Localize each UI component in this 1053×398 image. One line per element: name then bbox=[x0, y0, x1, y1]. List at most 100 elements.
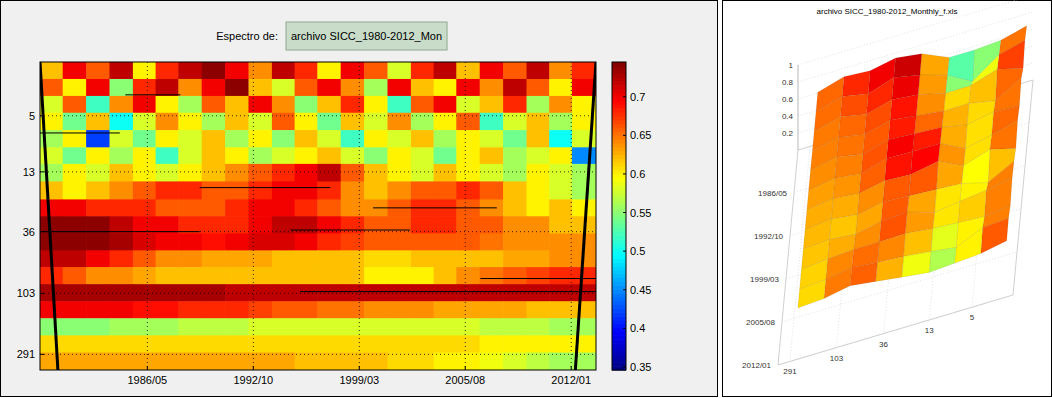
heat-cell bbox=[110, 352, 134, 370]
heat-cell bbox=[110, 199, 134, 216]
heat-cell bbox=[317, 164, 341, 182]
x-tick bbox=[253, 366, 254, 370]
heat-cell bbox=[503, 216, 527, 234]
heat-cell bbox=[225, 181, 249, 200]
colorbar-swatch bbox=[612, 85, 626, 89]
x-grid-line bbox=[778, 295, 1013, 365]
heat-cell bbox=[317, 267, 341, 285]
heat-cell bbox=[503, 250, 527, 267]
heat-cell bbox=[272, 335, 295, 353]
heat-cell bbox=[63, 164, 87, 182]
heat-cell bbox=[434, 335, 457, 353]
heat-cell bbox=[434, 113, 457, 131]
colorbar-tick bbox=[623, 135, 626, 136]
heat-cell bbox=[202, 267, 226, 285]
x-tick-label: 1986/05 bbox=[127, 374, 167, 386]
heat-cell bbox=[249, 318, 273, 336]
heat-cell bbox=[411, 62, 434, 80]
heat-cell bbox=[317, 130, 341, 148]
heat-cell bbox=[110, 301, 134, 319]
heat-cell bbox=[341, 199, 365, 216]
colorbar-swatch bbox=[612, 251, 626, 255]
heat-cell bbox=[388, 181, 412, 200]
heat-cell bbox=[272, 199, 295, 216]
y-tick-label: 291 bbox=[783, 367, 797, 376]
heat-cell bbox=[133, 301, 156, 319]
surface-title: archivo SICC_1980-2012_Monthly_f.xls bbox=[817, 7, 958, 16]
heat-cell bbox=[295, 62, 318, 80]
grid-line bbox=[571, 62, 572, 370]
surface-patch bbox=[837, 135, 865, 157]
heat-cell bbox=[503, 96, 527, 113]
heat-cell bbox=[272, 130, 295, 148]
surface-patch bbox=[798, 280, 826, 309]
heat-cell bbox=[503, 147, 527, 164]
colorbar-swatch bbox=[612, 170, 626, 174]
colorbar-tick-label: 0.7 bbox=[630, 91, 645, 103]
heat-cell bbox=[572, 181, 596, 200]
figure: Espectro de:archivo SICC_1980-2012_Mon19… bbox=[0, 0, 1053, 398]
heat-cell bbox=[86, 199, 110, 216]
heat-cell bbox=[364, 147, 388, 164]
heat-cell bbox=[503, 335, 527, 353]
heat-cell bbox=[411, 318, 434, 336]
colorbar-swatch bbox=[612, 162, 626, 166]
heat-cell bbox=[156, 164, 179, 182]
heat-cell bbox=[456, 233, 480, 251]
heat-cell bbox=[178, 113, 202, 131]
grid-line bbox=[359, 62, 360, 370]
heat-cell bbox=[503, 267, 527, 285]
heat-cell bbox=[527, 301, 550, 319]
heat-cell bbox=[272, 164, 295, 182]
grid-line bbox=[40, 115, 596, 116]
heat-cell bbox=[63, 113, 87, 131]
cone-of-influence bbox=[40, 62, 58, 370]
x-tick bbox=[465, 366, 466, 370]
heat-cell bbox=[549, 79, 572, 97]
surface-patch bbox=[997, 40, 1025, 69]
colorbar-swatch bbox=[612, 255, 626, 259]
heat-cell bbox=[202, 79, 226, 97]
ridge bbox=[290, 230, 410, 231]
colorbar-swatch bbox=[612, 147, 626, 151]
heat-cell bbox=[434, 96, 457, 113]
heat-cell bbox=[411, 164, 434, 182]
colorbar-swatch bbox=[612, 305, 626, 309]
grid-line bbox=[465, 62, 466, 370]
heat-cell bbox=[272, 147, 295, 164]
colorbar-tick-label: 0.55 bbox=[630, 207, 651, 219]
colorbar-swatch bbox=[612, 127, 626, 131]
heat-cell bbox=[456, 96, 480, 113]
heat-cell bbox=[364, 301, 388, 319]
heat-cell bbox=[295, 284, 318, 302]
heat-cell bbox=[388, 284, 412, 302]
surface-patch bbox=[931, 223, 958, 252]
colorbar-swatch bbox=[612, 243, 626, 247]
heat-cell bbox=[225, 335, 249, 353]
heat-cell bbox=[178, 130, 202, 148]
colorbar-swatch bbox=[612, 174, 626, 178]
heat-cell bbox=[317, 147, 341, 164]
heat-cell bbox=[225, 318, 249, 336]
heat-cell bbox=[434, 147, 457, 164]
heat-cell bbox=[249, 164, 273, 182]
surface-patch bbox=[981, 218, 1009, 253]
heat-cell bbox=[572, 318, 596, 336]
colorbar-frame bbox=[612, 62, 626, 370]
heat-cell bbox=[86, 301, 110, 319]
heat-cell bbox=[503, 62, 527, 80]
x-tick-label: 1999/03 bbox=[339, 374, 379, 386]
heat-cell bbox=[317, 181, 341, 200]
heat-cell bbox=[202, 96, 226, 113]
colorbar-swatch bbox=[612, 97, 626, 101]
heat-cell bbox=[225, 147, 249, 164]
surface-patch bbox=[902, 252, 931, 278]
heat-cell bbox=[133, 96, 156, 113]
heat-cell bbox=[86, 62, 110, 80]
z-tick-label: 0.8 bbox=[782, 78, 794, 87]
heat-cell bbox=[295, 233, 318, 251]
heat-cell bbox=[202, 113, 226, 131]
heat-cell bbox=[110, 96, 134, 113]
heat-cell bbox=[456, 79, 480, 97]
heat-cell bbox=[549, 267, 572, 285]
